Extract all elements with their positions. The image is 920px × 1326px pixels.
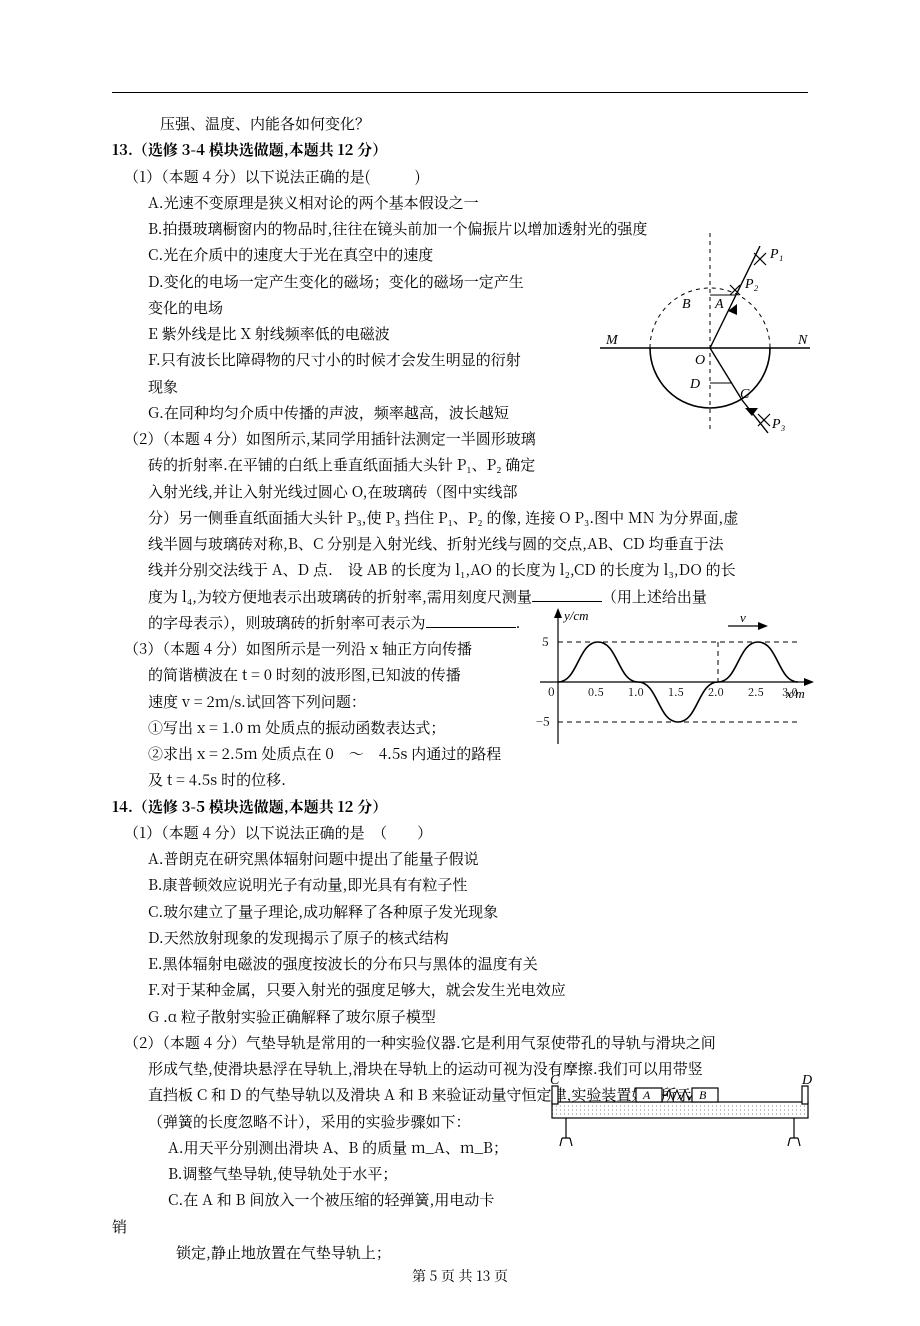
svg-text:1.0: 1.0 xyxy=(628,684,644,700)
q14-1-A: A.普朗克在研究黑体辐射问题中提出了能量子假说 xyxy=(148,846,808,872)
q14-2-stepB: B.调整气垫导轨,使导轨处于水平； xyxy=(168,1161,808,1187)
q13-2-l3: 入射光线,并让入射光线过圆心 O,在玻璃砖（图中实线部 xyxy=(148,479,808,505)
svg-text:D: D xyxy=(689,377,700,392)
svg-text:N: N xyxy=(797,333,808,348)
svg-text:P₃: P₃ xyxy=(771,417,786,432)
svg-text:5: 5 xyxy=(542,633,549,650)
svg-text:B: B xyxy=(682,297,691,312)
svg-text:C: C xyxy=(740,387,750,402)
q14-1-D: D.天然放射现象的发现揭示了原子的核式结构 xyxy=(148,925,808,951)
q13-2-l4: 分）另一侧垂直纸面插大头针 P₃,使 P₃ 挡住 P₁、P₂ 的像, 连接 O … xyxy=(148,505,808,531)
q13-1-A: A.光速不变原理是狭义相对论的两个基本假设之一 xyxy=(148,190,808,216)
q13-2-l6: 线并分别交法线于 A、D 点. 设 AB 的长度为 l₁,AO 的长度为 l₂,… xyxy=(148,557,808,583)
svg-text:0: 0 xyxy=(548,683,555,700)
figure-airtrack: C D A B xyxy=(540,1072,820,1152)
svg-text:2.5: 2.5 xyxy=(748,684,764,700)
svg-text:0.5: 0.5 xyxy=(588,684,604,700)
q13-3-l6: 及 t = 4.5s 时的位移. xyxy=(148,767,808,793)
top-rule xyxy=(112,92,808,93)
q13-2-l8a: 的字母表示），则玻璃砖的折射率可表示为 xyxy=(148,612,426,633)
svg-text:3.0: 3.0 xyxy=(782,684,798,700)
q14-2-stepC1: C.在 A 和 B 间放入一个被压缩的轻弹簧,用电动卡 xyxy=(168,1187,808,1213)
svg-text:2.0: 2.0 xyxy=(708,684,724,700)
page-footer: 第 5 页 共 13 页 xyxy=(0,1264,920,1289)
blank-index[interactable] xyxy=(426,612,516,628)
q14-1-F: F.对于某种金属，只要入射光的强度足够大，就会发生光电效应 xyxy=(148,977,808,1003)
q14-2-l1: （2）（本题 4 分）气垫导轨是常用的一种实验仪器.它是利用气泵使带孔的导轨与滑… xyxy=(124,1030,808,1056)
svg-text:1.5: 1.5 xyxy=(668,684,684,700)
q13-2-l5: 线半圆与玻璃砖对称,B、C 分别是入射光线、折射光线与圆的交点,AB、CD 均垂… xyxy=(148,531,808,557)
q13-1-lead: （1）（本题 4 分）以下说法正确的是( ) xyxy=(124,164,808,190)
svg-text:v: v xyxy=(740,610,746,625)
q13-2-l2: 砖的折射率.在平铺的白纸上垂直纸面插大头针 P₁、P₂ 确定 xyxy=(148,452,808,478)
q14-heading: 14.（选修 3-5 模块选做题,本题共 12 分） xyxy=(112,794,808,820)
q14-1-lead: （1）（本题 4 分）以下说法正确的是 （ ） xyxy=(124,820,808,846)
q13-2-l8b: . xyxy=(516,612,521,633)
svg-text:A: A xyxy=(714,297,724,312)
figure-wave: y/cm x/m v 5 −5 0 0.5 1.0 1.5 2.0 2.5 3.… xyxy=(530,604,820,754)
continued-text: 压强、温度、内能各如何变化？ xyxy=(160,111,808,137)
svg-text:B: B xyxy=(699,1088,707,1102)
svg-text:A: A xyxy=(642,1088,651,1102)
q14-1-B: B.康普顿效应说明光子有动量,即光具有有粒子性 xyxy=(148,872,808,898)
svg-text:−5: −5 xyxy=(536,713,550,730)
q13-heading: 13.（选修 3-4 模块选做题,本题共 12 分） xyxy=(112,137,808,163)
q14-1-C: C.玻尔建立了量子理论,成功解释了各种原子发光现象 xyxy=(148,899,808,925)
q13-2-l7a: 度为 l₄,为较方便地表示出玻璃砖的折射率,需用刻度尺测量 xyxy=(148,586,532,607)
q14-2-stepC2: 销 xyxy=(112,1214,808,1240)
q14-2-stepC3: 锁定,静止地放置在气垫导轨上； xyxy=(176,1240,808,1266)
svg-text:P₂: P₂ xyxy=(744,277,759,292)
svg-text:M: M xyxy=(605,333,619,348)
svg-text:P₁: P₁ xyxy=(769,247,783,262)
q14-1-E: E.黑体辐射电磁波的强度按波长的分布只与黑体的温度有关 xyxy=(148,951,808,977)
blank-measure[interactable] xyxy=(532,586,602,602)
q14-1-G: G .α 粒子散射实验正确解释了玻尔原子模型 xyxy=(148,1004,808,1030)
svg-text:C: C xyxy=(550,1073,560,1088)
svg-text:O: O xyxy=(695,353,705,368)
svg-text:D: D xyxy=(801,1073,812,1088)
svg-text:y/cm: y/cm xyxy=(562,608,589,623)
figure-refraction: P₁ P₂ P₃ B A C D M N O xyxy=(590,228,820,438)
